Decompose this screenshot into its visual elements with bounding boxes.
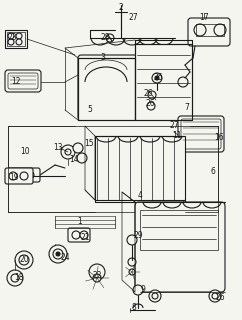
Circle shape xyxy=(194,24,206,36)
Bar xyxy=(78,58,135,120)
Circle shape xyxy=(106,34,114,42)
Circle shape xyxy=(133,285,143,295)
Circle shape xyxy=(80,231,88,239)
FancyBboxPatch shape xyxy=(8,73,38,89)
Bar xyxy=(95,136,185,202)
Text: 21: 21 xyxy=(80,234,90,243)
Circle shape xyxy=(12,171,20,179)
Text: 10: 10 xyxy=(20,148,30,156)
Circle shape xyxy=(152,73,162,83)
Circle shape xyxy=(73,143,83,153)
Text: 13: 13 xyxy=(53,143,63,153)
Circle shape xyxy=(214,24,226,36)
Circle shape xyxy=(15,251,33,269)
Circle shape xyxy=(9,172,17,180)
Text: 27: 27 xyxy=(169,122,179,131)
FancyBboxPatch shape xyxy=(78,55,190,120)
Text: 22: 22 xyxy=(92,271,102,281)
Text: 29: 29 xyxy=(133,231,143,241)
Text: 23: 23 xyxy=(7,34,17,43)
Circle shape xyxy=(77,153,87,163)
FancyBboxPatch shape xyxy=(178,116,224,152)
Circle shape xyxy=(89,264,105,280)
Circle shape xyxy=(212,293,218,299)
Text: 19: 19 xyxy=(9,173,19,182)
FancyBboxPatch shape xyxy=(5,70,41,92)
Circle shape xyxy=(128,258,136,266)
Bar xyxy=(5,30,27,48)
Circle shape xyxy=(65,149,71,155)
Text: 24: 24 xyxy=(60,253,70,262)
Text: 5: 5 xyxy=(88,106,92,115)
Circle shape xyxy=(93,274,101,282)
Text: 3: 3 xyxy=(101,53,106,62)
Circle shape xyxy=(7,270,23,286)
Text: 6: 6 xyxy=(211,167,215,177)
FancyBboxPatch shape xyxy=(135,202,225,292)
Circle shape xyxy=(147,102,155,110)
Circle shape xyxy=(49,245,67,263)
Circle shape xyxy=(8,39,14,45)
FancyBboxPatch shape xyxy=(181,119,221,149)
Circle shape xyxy=(127,235,137,245)
Circle shape xyxy=(155,76,159,80)
FancyBboxPatch shape xyxy=(68,228,90,242)
Text: 4: 4 xyxy=(137,191,143,201)
Text: 14: 14 xyxy=(69,156,79,164)
Bar xyxy=(135,44,192,120)
Circle shape xyxy=(129,269,135,275)
FancyBboxPatch shape xyxy=(5,168,33,184)
FancyBboxPatch shape xyxy=(8,168,40,182)
Text: 2: 2 xyxy=(119,4,123,12)
Text: 1: 1 xyxy=(78,218,82,227)
Text: 28: 28 xyxy=(100,34,110,43)
Text: 25: 25 xyxy=(153,74,163,83)
Circle shape xyxy=(20,172,28,180)
Circle shape xyxy=(11,274,19,282)
Circle shape xyxy=(148,91,156,99)
Text: 26: 26 xyxy=(143,90,153,99)
Text: 18: 18 xyxy=(14,274,24,283)
Bar xyxy=(196,24,224,36)
Circle shape xyxy=(209,290,221,302)
Text: 12: 12 xyxy=(11,77,21,86)
Text: 26: 26 xyxy=(215,293,225,302)
Circle shape xyxy=(56,252,60,256)
Text: 27: 27 xyxy=(128,13,138,22)
Text: 20: 20 xyxy=(19,255,29,265)
FancyBboxPatch shape xyxy=(188,18,230,46)
Circle shape xyxy=(19,255,29,265)
Circle shape xyxy=(16,33,22,39)
Circle shape xyxy=(178,77,188,87)
Circle shape xyxy=(53,249,63,259)
Circle shape xyxy=(16,39,22,45)
Text: 15: 15 xyxy=(84,139,94,148)
Circle shape xyxy=(72,231,80,239)
Circle shape xyxy=(8,33,14,39)
Text: 8: 8 xyxy=(132,303,136,313)
Circle shape xyxy=(26,171,34,179)
Text: 7: 7 xyxy=(185,103,189,113)
Text: 16: 16 xyxy=(214,133,224,142)
Bar xyxy=(8,126,218,212)
Circle shape xyxy=(61,145,75,159)
Text: 17: 17 xyxy=(199,13,209,22)
Bar xyxy=(7,32,25,46)
Text: 11: 11 xyxy=(172,132,182,140)
Text: 26: 26 xyxy=(145,100,155,108)
Circle shape xyxy=(152,293,158,299)
Text: 9: 9 xyxy=(141,285,145,294)
Circle shape xyxy=(149,290,161,302)
Bar xyxy=(140,210,218,250)
